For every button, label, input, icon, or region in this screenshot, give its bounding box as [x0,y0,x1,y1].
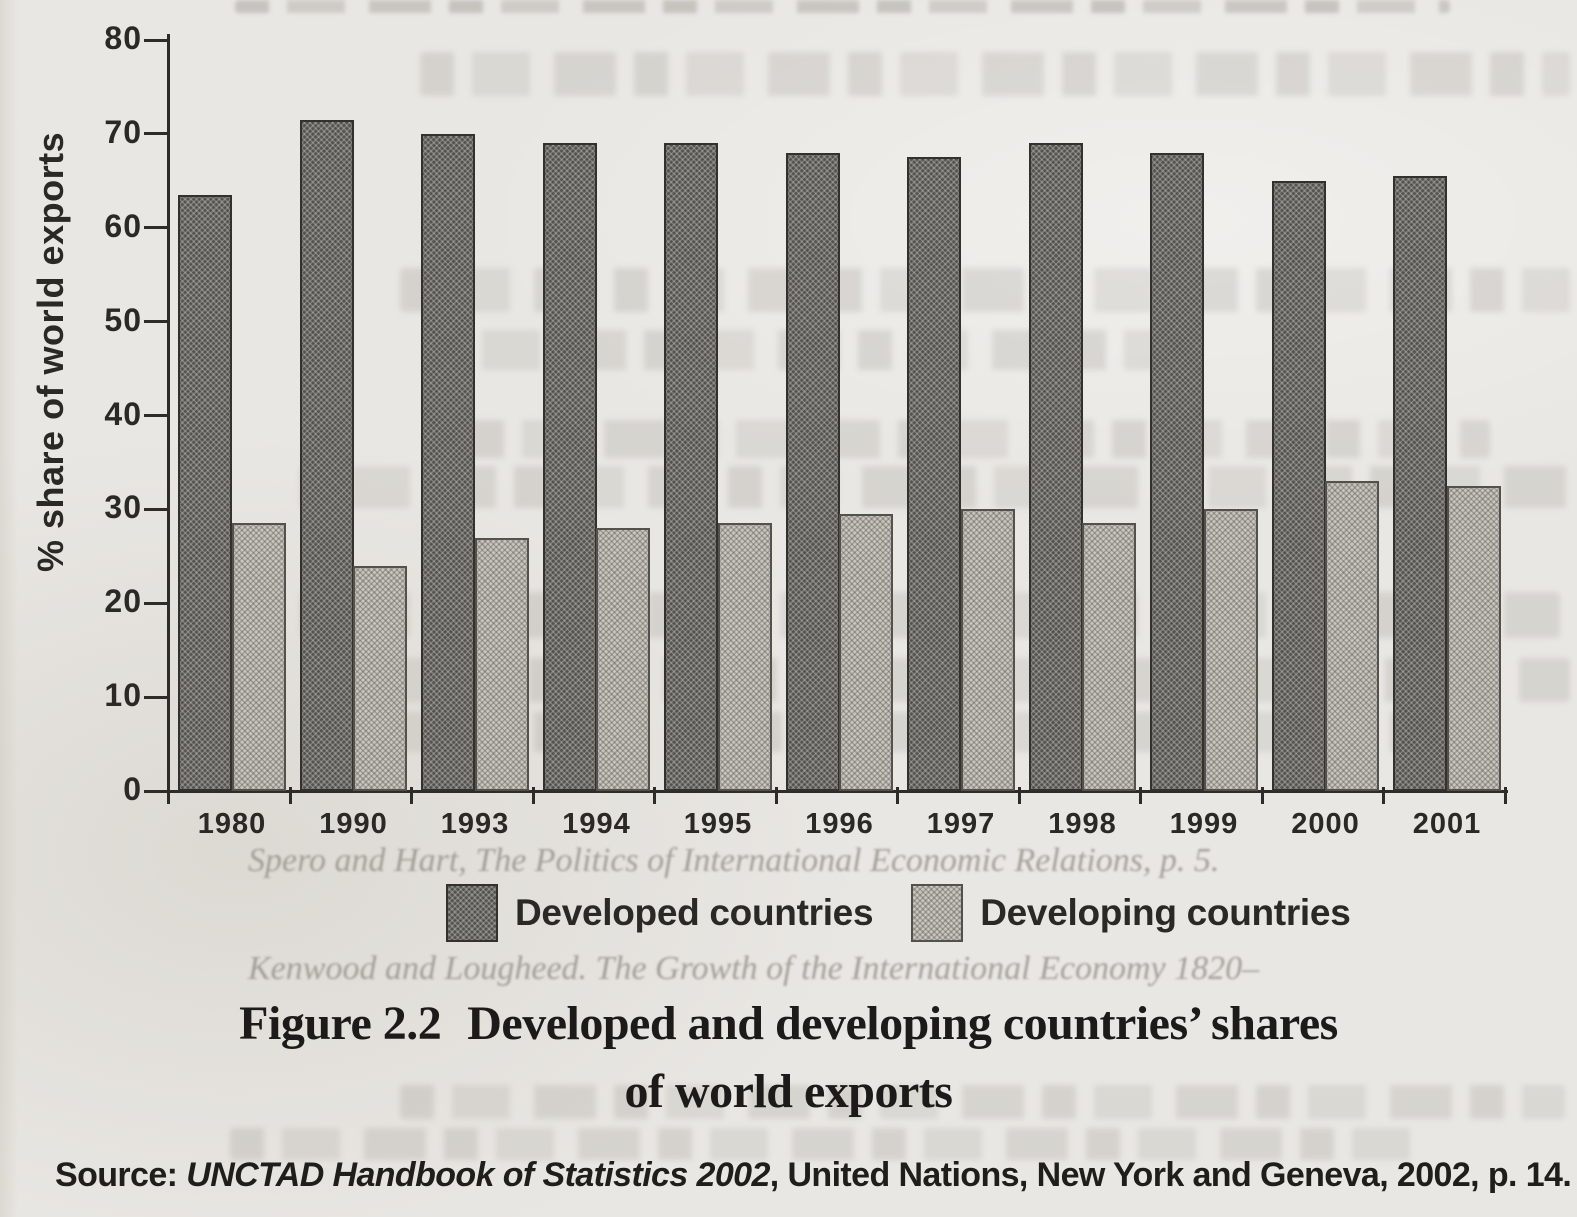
ghost-smudge [470,420,1490,458]
x-label-1998: 1998 [1048,808,1117,840]
x-label-1996: 1996 [805,808,874,840]
y-tick [144,132,170,136]
y-tick [144,226,170,230]
figure-title: Developed and developing countries’ shar… [467,997,1338,1050]
source-prefix: Source: [55,1156,187,1194]
y-tick [144,601,170,605]
ghost-reference-line: Spero and Hart, The Politics of Internat… [248,842,1220,879]
x-tick [896,787,899,804]
y-tick [144,789,170,793]
ghost-smudge [235,0,1450,13]
y-tick-label-20: 20 [104,583,142,620]
figure-caption-line2: of world exports [624,1065,953,1118]
bar-developing-1996 [839,514,893,791]
bar-developed-2001 [1393,176,1447,791]
ghost-reference-line: Kenwood and Lougheed. The Growth of the … [248,950,1260,987]
x-label-1997: 1997 [926,808,996,840]
bar-developed-1996 [785,152,840,791]
bar-developed-1997 [907,157,961,791]
x-label-1980: 1980 [197,808,267,840]
bar-developed-1994 [542,143,597,791]
legend-swatch-developing [911,884,964,942]
bar-developing-1994 [596,528,650,791]
ghost-smudge [420,52,1570,96]
bar-developed-1998 [1028,143,1083,791]
source-line: Source: UNCTAD Handbook of Statistics 20… [55,1156,1572,1195]
y-tick-label-40: 40 [104,395,142,432]
bar-developing-1999 [1203,509,1258,791]
x-label-1990: 1990 [319,808,388,840]
x-label-1994: 1994 [562,808,631,840]
y-tick-label-0: 0 [123,771,142,807]
ghost-smudge [230,1128,1430,1160]
source-title: UNCTAD Handbook of Statistics 2002 [186,1156,770,1194]
bar-developed-1980 [178,194,232,791]
x-tick [531,787,535,804]
x-label-1995: 1995 [683,808,753,840]
y-tick [144,320,170,324]
figure-number: Figure 2.2 [239,997,442,1050]
ghost-smudge [400,1085,1565,1119]
bar-developed-1990 [299,119,354,791]
bar-developing-2000 [1325,481,1379,791]
y-tick [144,507,170,511]
y-tick [144,38,170,42]
bar-developed-1993 [421,133,475,791]
y-tick-label-10: 10 [104,677,142,714]
x-tick [1260,787,1264,804]
bar-developing-2001 [1446,485,1501,791]
x-tick [167,787,170,804]
x-tick [1017,787,1021,804]
y-tick-label-70: 70 [104,113,142,150]
bar-developing-1990 [353,565,407,791]
source-rest: , United Nations, New York and Geneva, 2… [769,1156,1572,1194]
x-tick [1382,787,1385,804]
x-tick [288,787,292,804]
x-label-2001: 2001 [1412,808,1482,840]
bar-developed-2000 [1271,180,1326,791]
bar-developed-1995 [664,143,718,791]
figure-caption-line1: Figure 2.2 Developed and developing count… [0,996,1577,1051]
x-tick [410,787,413,804]
bar-developing-1980 [231,523,286,791]
y-tick [144,414,170,417]
y-axis-title: % share of world exports [30,131,71,572]
x-label-1993: 1993 [440,808,510,840]
x-tick [653,787,656,804]
x-axis-line [164,790,1508,793]
y-tick [144,695,170,699]
chart-legend: Developed countries Developing countries [446,884,1351,942]
legend-swatch-developed [446,884,498,942]
bar-developing-1993 [474,537,529,791]
x-tick [774,787,778,804]
bar-developing-1995 [717,523,772,791]
bar-developing-1997 [960,509,1015,791]
x-tick [1139,787,1142,804]
legend-label-developing: Developing countries [980,892,1351,933]
bar-developing-1998 [1082,523,1136,791]
y-tick-label-30: 30 [104,489,142,526]
y-tick-label-50: 50 [104,301,142,338]
x-label-2000: 2000 [1291,808,1360,840]
x-tick [1503,787,1507,804]
y-tick-label-80: 80 [104,20,142,56]
y-tick-label-60: 60 [104,207,142,244]
legend-label-developed: Developed countries [515,892,874,933]
bar-developed-1999 [1150,152,1204,791]
x-label-1999: 1999 [1169,808,1239,840]
